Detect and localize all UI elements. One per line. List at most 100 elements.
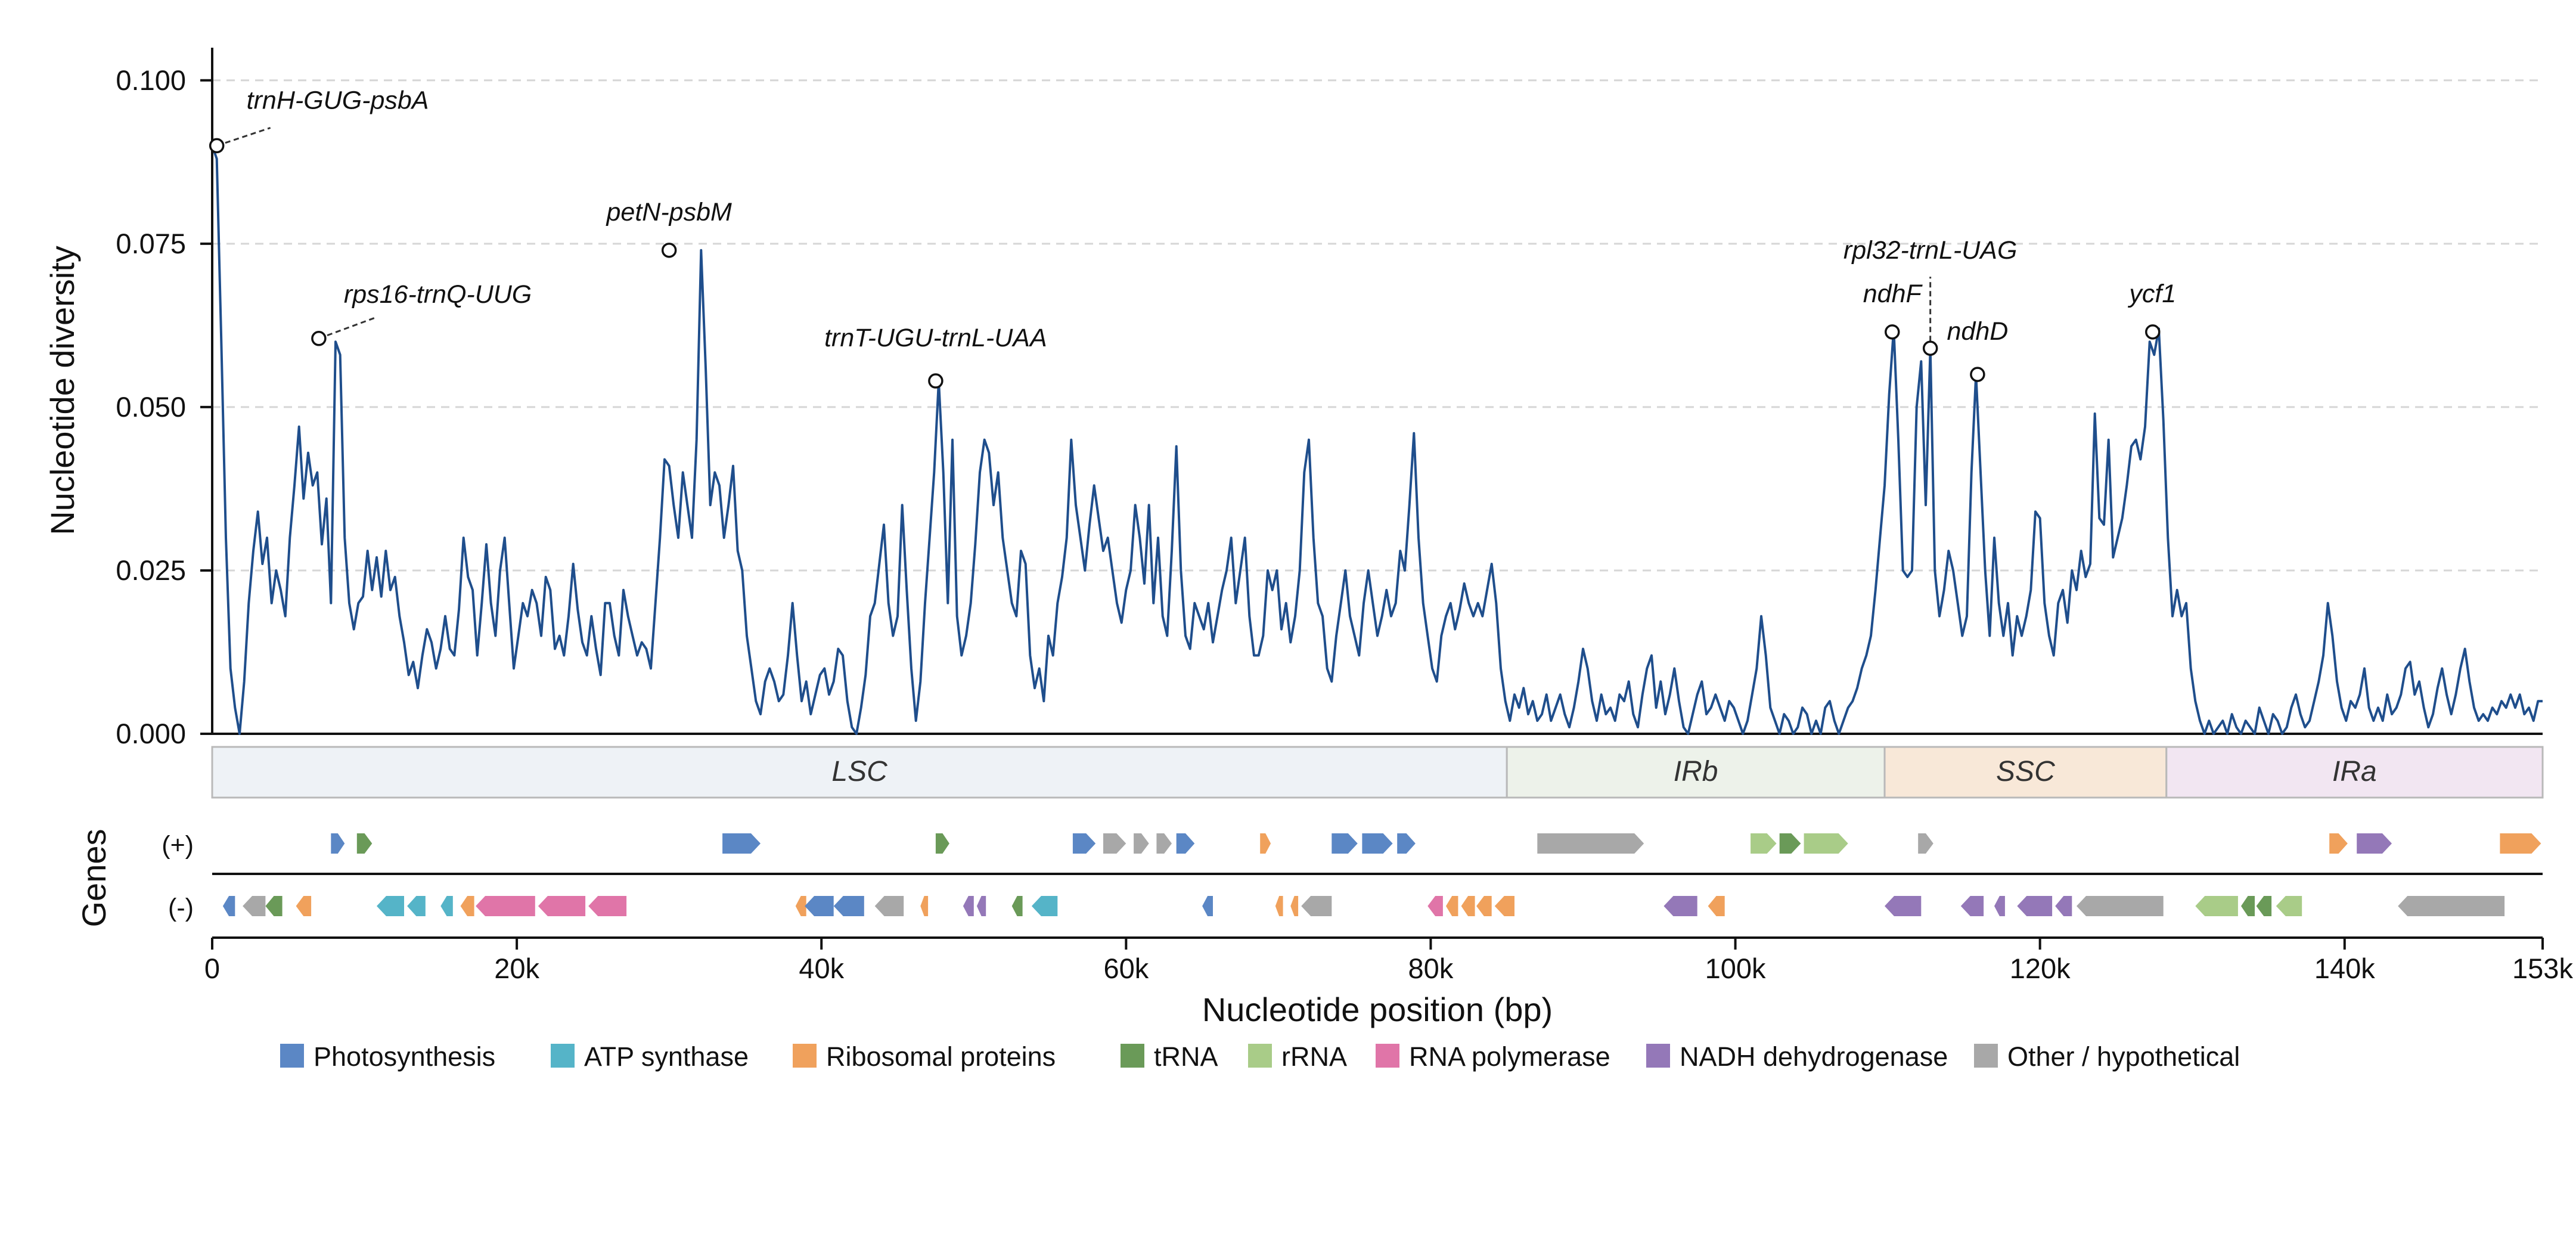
- gene-arrow-plus: [1779, 833, 1801, 854]
- gene-arrow-minus: [1663, 896, 1697, 916]
- region-label: IRa: [2332, 756, 2377, 787]
- gene-arrow-minus: [377, 896, 404, 916]
- diversity-line: [211, 145, 2543, 735]
- strand-plus-label: (+): [162, 831, 194, 860]
- gene-arrow-plus: [1103, 833, 1126, 854]
- region-label: IRb: [1674, 756, 1718, 787]
- legend-label: Ribosomal proteins: [826, 1041, 1056, 1072]
- region-band: [1506, 746, 1886, 799]
- gene-arrow-minus: [2241, 896, 2255, 916]
- gene-arrow-minus: [1275, 896, 1283, 916]
- peak-marker: [1970, 367, 1985, 382]
- region-band: [2165, 746, 2544, 799]
- gene-arrow-plus: [722, 833, 761, 854]
- legend-swatch: [1974, 1044, 1998, 1068]
- x-tick-label: 20k: [494, 953, 539, 984]
- legend-swatch: [1646, 1044, 1670, 1068]
- legend-label: NADH dehydrogenase: [1680, 1041, 1948, 1072]
- strand-minus-label: (-): [168, 894, 194, 922]
- x-tick-label: 153k: [2512, 953, 2573, 984]
- x-tick-label: 0: [204, 953, 220, 984]
- peak-leader-line: [216, 127, 271, 147]
- legend-label: Other / hypothetical: [2007, 1041, 2240, 1072]
- legend-label: ATP synthase: [584, 1041, 749, 1072]
- gene-arrow-minus: [538, 896, 586, 916]
- x-axis-title: Nucleotide position (bp): [1202, 991, 1553, 1028]
- gene-arrow-minus: [1994, 896, 2005, 916]
- gene-arrow-minus: [243, 896, 266, 916]
- gene-arrow-minus: [805, 896, 834, 916]
- gene-arrow-minus: [1290, 896, 1299, 916]
- x-tick-label: 80k: [1408, 953, 1454, 984]
- peak-marker: [209, 138, 225, 154]
- peak-label: ndhD: [1947, 317, 2008, 346]
- peak-label: ycf1: [2127, 280, 2176, 308]
- gene-arrow-plus: [1804, 833, 1848, 854]
- x-tick-label: 100k: [1705, 953, 1766, 984]
- y-tick-label: 0.100: [116, 64, 186, 96]
- gene-arrow-minus: [1885, 896, 1922, 916]
- gene-arrow-minus: [2398, 896, 2505, 916]
- gene-arrow-plus: [1537, 833, 1644, 854]
- gene-arrow-minus: [1461, 896, 1475, 916]
- gene-arrow-minus: [1476, 896, 1492, 916]
- gene-arrow-minus: [2256, 896, 2272, 916]
- gene-arrow-minus: [476, 896, 535, 916]
- gene-arrow-minus: [874, 896, 904, 916]
- gene-arrow-minus: [2077, 896, 2164, 916]
- gene-arrow-minus: [1494, 896, 1514, 916]
- gene-arrow-plus: [1918, 833, 1933, 854]
- diversity-series: [211, 145, 2543, 735]
- gene-arrow-minus: [1446, 896, 1458, 916]
- gene-arrow-minus: [1011, 896, 1023, 916]
- gene-arrow-minus: [2195, 896, 2238, 916]
- gene-arrow-plus: [1176, 833, 1195, 854]
- gene-arrow-plus: [2329, 833, 2348, 854]
- gene-arrow-plus: [331, 833, 345, 854]
- gene-arrow-minus: [795, 896, 806, 916]
- gene-arrow-minus: [976, 896, 986, 916]
- gene-arrow-minus: [1031, 896, 1058, 916]
- legend-swatch: [1376, 1044, 1399, 1068]
- peak-label: rpl32-trnL-UAG: [1843, 236, 2018, 265]
- y-axis-title: Nucleotide diversity: [44, 246, 81, 535]
- x-tick-label: 40k: [799, 953, 844, 984]
- gene-arrow-plus: [1134, 833, 1149, 854]
- legend-label: Photosynthesis: [314, 1041, 495, 1072]
- peak-label: trnH-GUG-psbA: [247, 86, 429, 114]
- y-tick-label: 0.050: [116, 391, 186, 423]
- gene-arrow-minus: [1301, 896, 1332, 916]
- gene-arrow-plus: [1260, 833, 1271, 854]
- peak-marker: [928, 373, 944, 389]
- legend-swatch: [280, 1044, 304, 1068]
- legend-label: RNA polymerase: [1409, 1041, 1610, 1072]
- peak-label: trnT-UGU-trnL-UAA: [824, 324, 1047, 352]
- gene-arrow-plus: [356, 833, 373, 854]
- legend-label: rRNA: [1281, 1041, 1347, 1072]
- region-band: [211, 746, 1508, 799]
- gene-arrow-plus: [1072, 833, 1096, 854]
- gene-arrow-plus: [1362, 833, 1393, 854]
- x-tick-label: 60k: [1103, 953, 1149, 984]
- gene-arrow-minus: [407, 896, 426, 916]
- legend-swatch: [551, 1044, 575, 1068]
- peak-label: rps16-trnQ-UUG: [344, 280, 532, 309]
- gene-arrow-plus: [1751, 833, 1777, 854]
- gene-arrow-minus: [588, 896, 627, 916]
- x-axis: 0 20k 40k 60k 80k 100k 120k 140k 153k: [204, 936, 2573, 984]
- gene-arrow-minus: [2276, 896, 2302, 916]
- peak-marker: [1885, 324, 1900, 340]
- y-tick-label: 0.000: [116, 718, 186, 749]
- gene-arrow-minus: [440, 896, 453, 916]
- gene-arrow-minus: [460, 896, 474, 916]
- peak-marker: [2145, 324, 2161, 340]
- gridlines: [212, 79, 2543, 572]
- region-track: LSC IRb SSC IRa: [211, 746, 2544, 799]
- gene-arrow-plus: [2357, 833, 2392, 854]
- gene-track: [212, 833, 2543, 916]
- gene-arrow-plus: [935, 833, 949, 854]
- x-tick-label: 140k: [2314, 953, 2375, 984]
- legend-swatch: [793, 1044, 817, 1068]
- region-label: LSC: [831, 756, 887, 787]
